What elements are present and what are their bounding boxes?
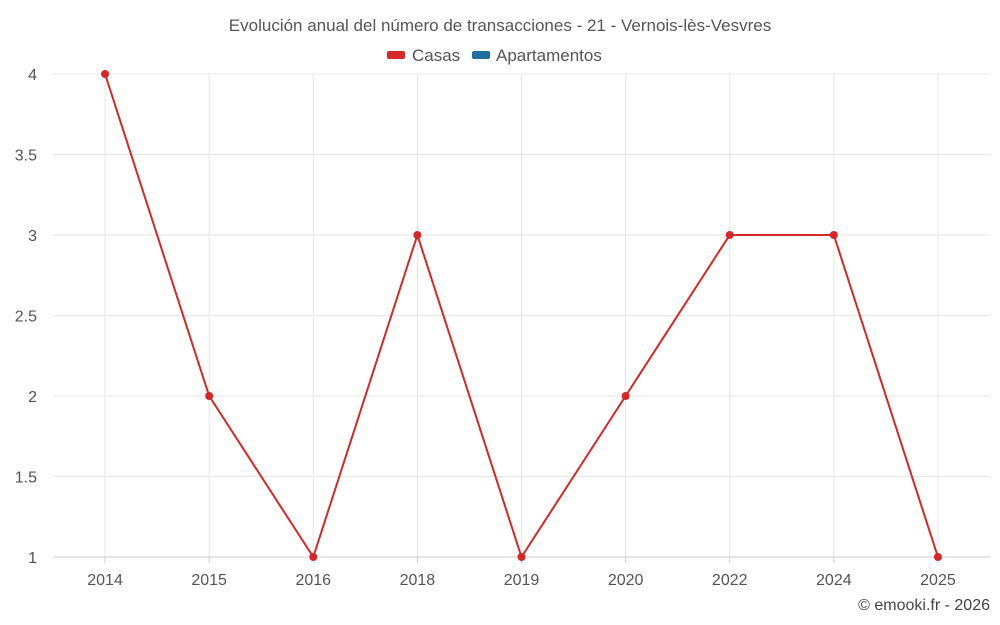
credit-text[interactable]: © emooki.fr - 2026 <box>858 597 990 614</box>
chart-title: Evolución anual del número de transaccio… <box>229 16 771 35</box>
x-tick-label: 2019 <box>504 572 540 589</box>
x-tick-label: 2014 <box>87 572 123 589</box>
y-tick-label: 2 <box>28 389 37 406</box>
legend-swatch-casas <box>387 51 405 59</box>
data-point[interactable] <box>413 231 422 239</box>
data-point[interactable] <box>101 70 110 78</box>
x-tick-label: 2016 <box>295 572 331 589</box>
x-tick-label: 2024 <box>816 572 852 589</box>
x-tick-label: 2015 <box>191 572 227 589</box>
legend-swatch-apartamentos <box>472 51 490 59</box>
y-tick-label: 1 <box>28 550 37 567</box>
legend-item-casas[interactable]: Casas <box>387 46 460 65</box>
data-point[interactable] <box>517 553 526 561</box>
x-tick-label: 2018 <box>400 572 436 589</box>
axes: 1 1.5 2 2.5 3 3.5 4 2014 2015 2016 2018 2019 2020 202… <box>15 67 990 589</box>
series-casas <box>101 70 942 561</box>
data-point[interactable] <box>725 231 734 239</box>
legend-label-casas: Casas <box>412 46 460 65</box>
data-point[interactable] <box>933 553 942 561</box>
y-tick-label: 3.5 <box>15 148 37 165</box>
y-tick-label: 4 <box>28 67 37 84</box>
x-tick-label: 2022 <box>712 572 748 589</box>
legend-item-apartamentos[interactable]: Apartamentos <box>472 46 602 65</box>
data-point[interactable] <box>621 392 630 400</box>
x-tick-label: 2025 <box>920 572 956 589</box>
y-tick-label: 1.5 <box>15 470 37 487</box>
legend-label-apartamentos: Apartamentos <box>496 46 602 65</box>
y-tick-label: 2.5 <box>15 309 37 326</box>
y-tick-label: 3 <box>28 228 37 245</box>
grid <box>53 73 990 557</box>
data-point[interactable] <box>205 392 214 400</box>
x-tick-label: 2020 <box>608 572 644 589</box>
data-point[interactable] <box>309 553 318 561</box>
legend: Casas Apartamentos <box>387 46 602 65</box>
data-point[interactable] <box>829 231 838 239</box>
